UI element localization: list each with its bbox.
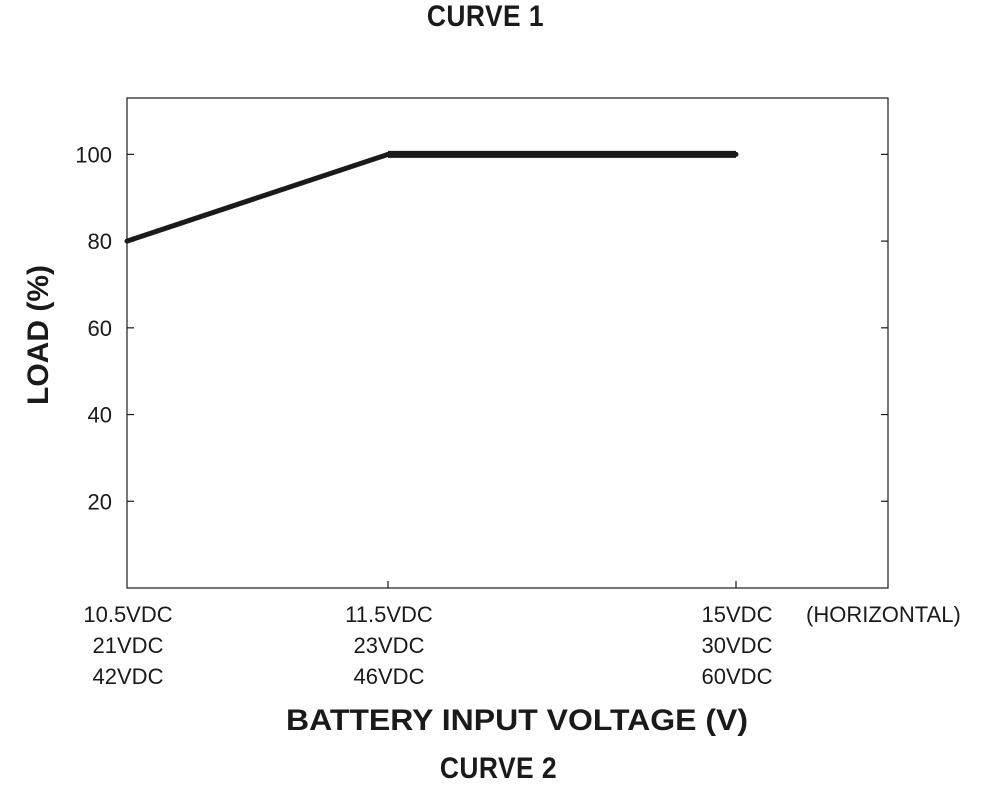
series-point [385,151,391,157]
x-tick-label: 60VDC [702,664,773,689]
x-axis-ticks: 10.5VDC 21VDC 42VDC 11.5VDC 23VDC 46VDC 15VDC 3… [83,581,773,689]
plot-frame [126,97,889,589]
series-point [733,151,739,157]
x-tick-label: 42VDC [93,664,164,689]
y-tick-label: 80 [88,229,112,254]
x-tick-label: 30VDC [702,633,773,658]
x-tick-label: 11.5VDC [345,602,433,627]
series-layer [124,150,739,244]
y-axis-title: LOAD (%) [22,265,55,405]
chart-subtitle: CURVE 2 [439,752,557,785]
x-tick-label: 23VDC [354,633,425,658]
x-tick-label: 21VDC [93,633,164,658]
x-tick-label: 15VDC [702,602,773,627]
y-tick-label: 40 [88,403,112,428]
y-axis-ticks: 20 40 60 80 100 [75,142,888,514]
chart-title: CURVE 1 [426,0,544,33]
x-tick-label: 10.5VDC [83,602,172,627]
y-tick-label: 20 [88,489,112,514]
x-axis-title: BATTERY INPUT VOLTAGE (V) [286,704,748,737]
series-point [124,238,130,244]
y-tick-label: 60 [88,316,112,341]
y-tick-label: 100 [75,142,112,167]
series-segment [126,151,389,244]
x-tick-label: 46VDC [354,664,425,689]
x-axis-note: (HORIZONTAL) [806,602,961,627]
